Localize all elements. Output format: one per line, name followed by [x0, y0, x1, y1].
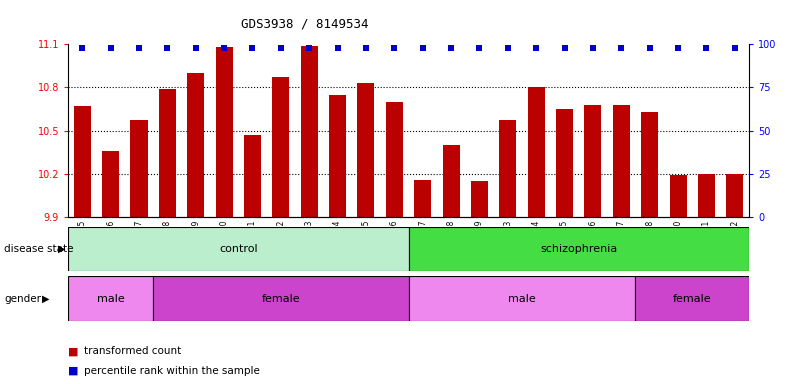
Text: female: female [673, 293, 711, 304]
Point [275, 45, 288, 51]
Point [133, 45, 146, 51]
Point [76, 45, 89, 51]
Point [558, 45, 571, 51]
Text: transformed count: transformed count [84, 346, 181, 356]
Point [417, 45, 429, 51]
Text: control: control [219, 243, 258, 254]
Point [246, 45, 259, 51]
Point [104, 45, 117, 51]
Point [671, 45, 684, 51]
Point [473, 45, 486, 51]
Bar [215, 47, 232, 217]
Point [388, 45, 400, 51]
Point [445, 45, 457, 51]
Point [161, 45, 174, 51]
Point [360, 45, 372, 51]
Point [331, 45, 344, 51]
Bar [68, 227, 409, 271]
Bar [641, 112, 658, 217]
Bar [727, 174, 743, 217]
Text: female: female [262, 293, 300, 304]
Point [700, 45, 713, 51]
Point [643, 45, 656, 51]
Bar [300, 46, 318, 217]
Point [501, 45, 514, 51]
Bar [159, 89, 176, 217]
Bar [357, 83, 374, 217]
Bar [409, 276, 635, 321]
Bar [386, 102, 403, 217]
Bar [244, 135, 261, 217]
Text: GDS3938 / 8149534: GDS3938 / 8149534 [240, 17, 368, 30]
Text: ■: ■ [68, 346, 78, 356]
Bar [329, 94, 346, 217]
Text: disease state: disease state [4, 243, 74, 254]
Text: gender: gender [4, 293, 41, 304]
Bar [68, 276, 153, 321]
Point [218, 45, 231, 51]
Point [615, 45, 628, 51]
Bar [442, 145, 460, 217]
Bar [103, 151, 119, 217]
Bar [153, 276, 409, 321]
Point [303, 45, 316, 51]
Text: ▶: ▶ [42, 293, 49, 304]
Bar [409, 227, 749, 271]
Bar [187, 73, 204, 217]
Bar [613, 104, 630, 217]
Bar [585, 104, 602, 217]
Text: schizophrenia: schizophrenia [540, 243, 618, 254]
Bar [698, 174, 714, 217]
Text: ▶: ▶ [58, 243, 65, 254]
Point [529, 45, 542, 51]
Text: male: male [508, 293, 536, 304]
Text: percentile rank within the sample: percentile rank within the sample [84, 366, 260, 376]
Bar [635, 276, 749, 321]
Bar [556, 109, 573, 217]
Bar [528, 87, 545, 217]
Point [586, 45, 599, 51]
Text: male: male [97, 293, 124, 304]
Point [189, 45, 202, 51]
Bar [272, 77, 289, 217]
Bar [471, 181, 488, 217]
Bar [499, 121, 517, 217]
Bar [414, 180, 431, 217]
Text: ■: ■ [68, 366, 78, 376]
Point [728, 45, 741, 51]
Bar [74, 106, 91, 217]
Bar [131, 121, 147, 217]
Bar [670, 175, 686, 217]
